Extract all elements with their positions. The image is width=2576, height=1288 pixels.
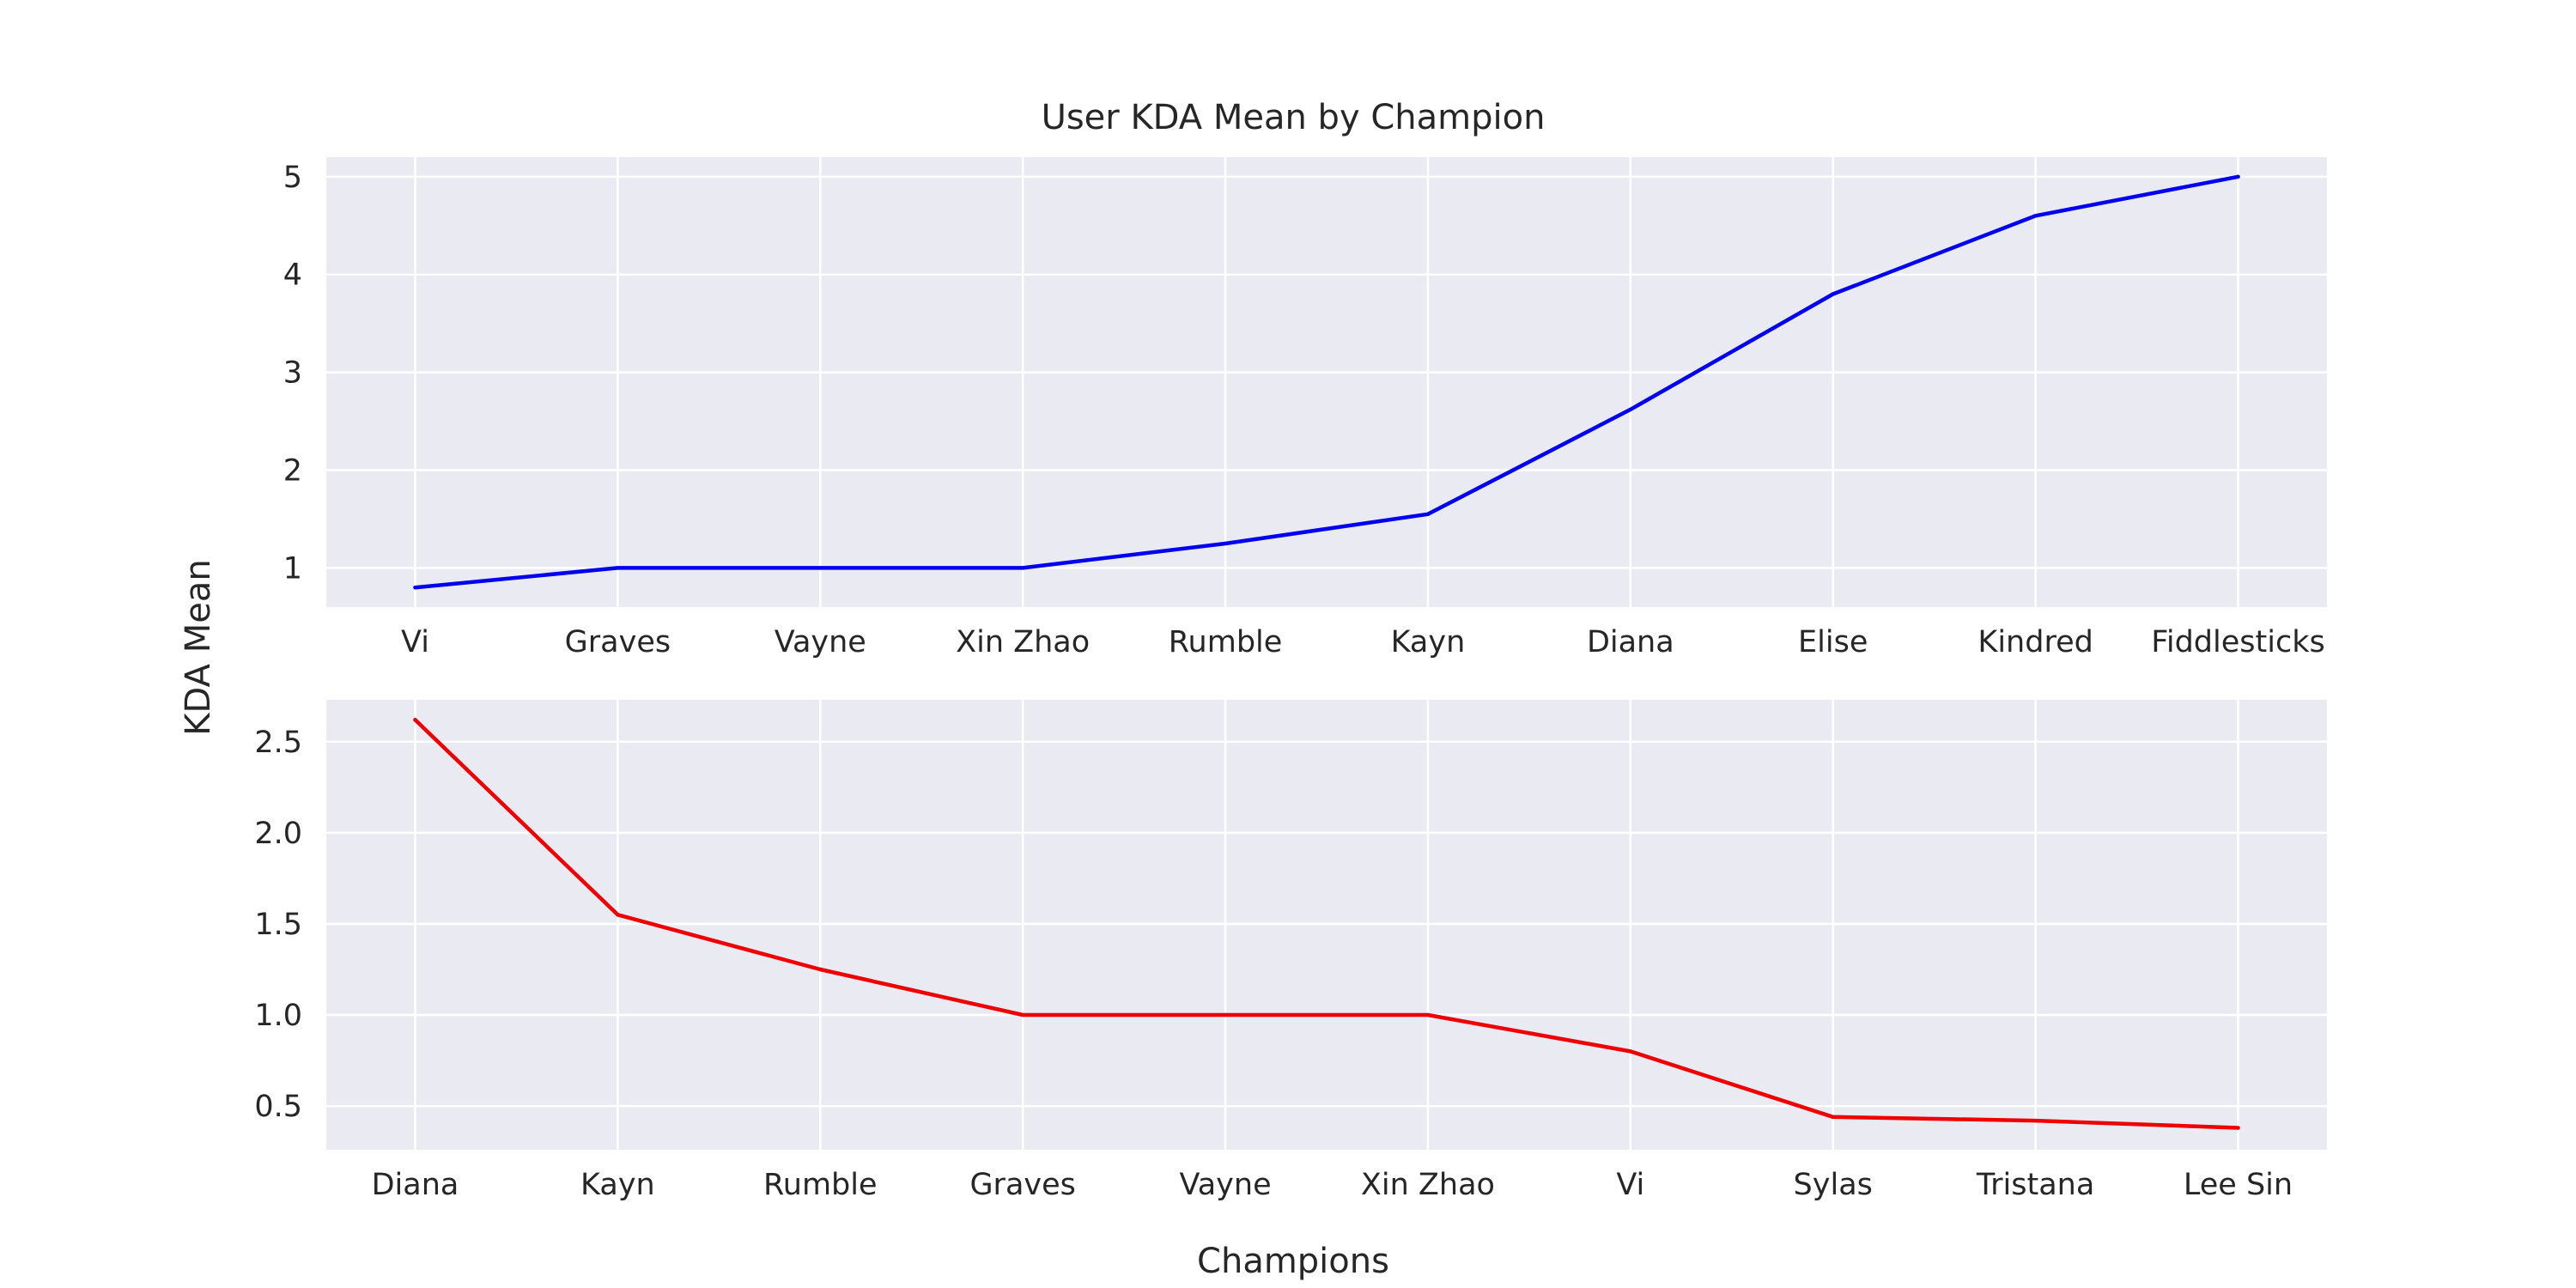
data-point: [1628, 1049, 1633, 1054]
data-point: [2033, 1118, 2038, 1123]
x-tick-label: Elise: [1798, 625, 1868, 659]
data-point: [1831, 292, 1835, 296]
y-tick-label: 1.0: [254, 999, 302, 1033]
x-axis-label: Champions: [1197, 1242, 1389, 1281]
x-tick-label: Rumble: [1169, 625, 1283, 659]
x-tick-label: Graves: [969, 1168, 1075, 1202]
x-tick-label: Sylas: [1794, 1168, 1873, 1202]
data-point: [1020, 566, 1025, 570]
x-tick-label: Kayn: [1391, 625, 1466, 659]
data-point: [1628, 407, 1633, 412]
data-point: [818, 566, 823, 570]
y-tick-label: 3: [283, 356, 302, 391]
chart-title: User KDA Mean by Champion: [1042, 98, 1546, 137]
x-tick-label: Rumble: [763, 1168, 878, 1202]
data-point: [2236, 1126, 2240, 1130]
y-tick-label: 4: [283, 258, 302, 293]
x-tick-label: Tristana: [1976, 1168, 2094, 1202]
data-point: [1223, 541, 1228, 546]
x-tick-label: Xin Zhao: [956, 625, 1090, 659]
plot-area: [326, 157, 2327, 607]
data-point: [1831, 1115, 1835, 1120]
data-point: [818, 967, 823, 972]
data-point: [1223, 1012, 1228, 1018]
data-point: [413, 586, 417, 590]
x-tick-label: Vayne: [1180, 1168, 1272, 1202]
data-point: [1425, 512, 1431, 516]
y-tick-label: 2.5: [254, 726, 302, 760]
data-point: [616, 566, 620, 570]
chart-panel-2: 0.5 1.0 1.5 2.0 2.5 Diana Kayn Rumble Graves Vayn…: [254, 700, 2327, 1202]
chart-panels: 1 2 3 4 5 Vi Graves Vayne Xin Zhao Rumble Kayn Dian…: [254, 157, 2327, 1202]
x-tick-label: Vi: [401, 625, 429, 659]
x-tick-label: Lee Sin: [2184, 1168, 2293, 1202]
x-tick-label: Graves: [565, 625, 671, 659]
data-point: [616, 913, 620, 917]
y-tick-label: 2: [283, 454, 302, 489]
data-point: [2033, 214, 2038, 218]
x-tick-label: Kayn: [580, 1168, 655, 1202]
x-tick-label: Vayne: [775, 625, 866, 659]
data-point: [413, 718, 417, 722]
y-tick-label: 5: [283, 161, 302, 195]
series-line: [413, 174, 2240, 590]
y-tick-label: 0.5: [254, 1090, 302, 1124]
y-tick-label: 1: [283, 551, 302, 586]
series-line: [413, 718, 2240, 1130]
x-tick-label: Vi: [1616, 1168, 1644, 1202]
data-point: [2236, 174, 2240, 179]
x-tick-label: Xin Zhao: [1361, 1168, 1495, 1202]
y-tick-label: 1.5: [254, 908, 302, 942]
data-point: [1020, 1012, 1025, 1018]
x-tick-label: Kindred: [1978, 625, 2093, 659]
y-tick-label: 2.0: [254, 817, 302, 851]
y-axis-label: KDA Mean: [179, 559, 218, 735]
x-tick-label: Fiddlesticks: [2151, 625, 2324, 659]
x-tick-label: Diana: [1587, 625, 1674, 659]
data-point: [1425, 1012, 1431, 1018]
chart-panel-1: 1 2 3 4 5 Vi Graves Vayne Xin Zhao Rumble Kayn Dian…: [283, 157, 2327, 659]
x-tick-label: Diana: [372, 1168, 459, 1202]
